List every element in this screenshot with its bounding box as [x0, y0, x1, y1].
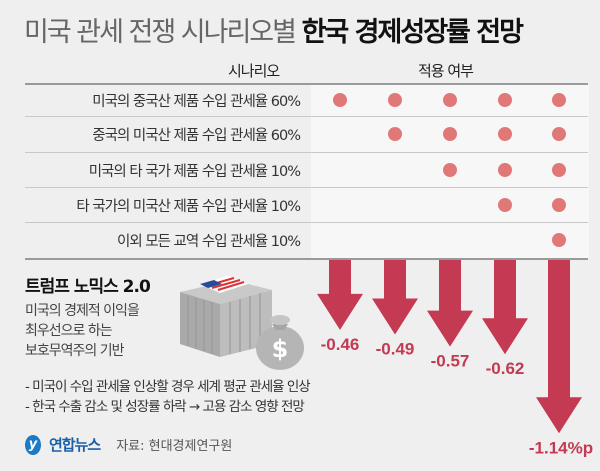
container-money-illustration: $ [180, 276, 304, 370]
header-scenario: 시나리오 [228, 62, 280, 80]
info-bullets: - 미국이 수입 관세율 인상할 경우 세계 평균 관세율 인상 - 한국 수출… [25, 377, 311, 417]
value-label: -0.57 [431, 352, 470, 371]
desc-line: 미국의 경제적 이익을 [25, 303, 140, 319]
arrow-bar [372, 260, 418, 335]
page-title: 미국 관세 전쟁 시나리오별 한국 경제성장률 전망 [24, 10, 524, 49]
applied-dot [443, 92, 457, 107]
title-bold: 한국 경제성장률 전망 [301, 17, 524, 48]
arrow-bar [482, 260, 528, 355]
scenario-label: 미국의 중국산 제품 수입 관세율 60% [92, 93, 301, 110]
applied-dot [498, 127, 512, 141]
header-applied: 적용 여부 [418, 62, 474, 80]
row-divider [25, 83, 588, 85]
applied-dot [388, 127, 402, 141]
us-flag-icon [200, 276, 248, 293]
yonhap-logo-icon: y [25, 434, 41, 455]
value-label: -0.49 [376, 339, 415, 358]
footer: y 연합뉴스 자료: 현대경제연구원 [25, 434, 232, 455]
arrow-bar [427, 260, 473, 347]
money-bag-icon: $ [256, 315, 304, 370]
applied-dot [498, 197, 512, 212]
applied-dot [552, 92, 566, 107]
scenario-label: 이외 모든 교역 수입 관세율 10% [116, 234, 301, 250]
info-description: 미국의 경제적 이익을 최우선으로 하는 보호무역주의 기반 [25, 301, 140, 361]
title-light: 미국 관세 전쟁 시나리오별 [24, 17, 297, 48]
row-divider [25, 187, 588, 188]
value-label: -0.62 [486, 359, 525, 378]
applied-dot [552, 127, 566, 141]
desc-line: 최우선으로 하는 [25, 323, 113, 339]
row-divider [25, 116, 588, 117]
scenario-label: 미국의 타 국가 제품 수입 관세율 10% [88, 163, 301, 180]
applied-dot [498, 92, 512, 107]
svg-text:$: $ [272, 335, 289, 363]
applied-dot [552, 233, 566, 247]
applied-dot [443, 162, 457, 177]
applied-dot [443, 127, 457, 141]
arrow-bar [317, 260, 363, 330]
info-title: 트럼프 노믹스 2.0 [25, 277, 151, 297]
arrow-bar [536, 260, 582, 434]
applied-dot [388, 92, 402, 107]
logo-text: 연합뉴스 [49, 436, 101, 454]
bullet-item: - 한국 수출 감소 및 성장률 하락 → 고용 감소 영향 전망 [25, 399, 305, 415]
applied-dot [552, 197, 566, 212]
scenario-label: 타 국가의 미국산 제품 수입 관세율 10% [76, 198, 301, 215]
applied-dot [498, 162, 512, 177]
row-divider [25, 222, 588, 223]
desc-line: 보호무역주의 기반 [25, 343, 124, 359]
value-label: -1.14%p [529, 438, 593, 457]
row-divider [25, 152, 588, 153]
applied-dot [333, 92, 347, 107]
applied-dot [552, 162, 566, 177]
scenario-label: 중국의 미국산 제품 수입 관세율 60% [92, 128, 301, 144]
bullet-item: - 미국이 수입 관세율 인상할 경우 세계 평균 관세율 인상 [25, 379, 311, 395]
source-text: 자료: 현대경제연구원 [116, 439, 233, 454]
row-divider [25, 258, 588, 260]
value-label: -0.46 [321, 335, 360, 354]
